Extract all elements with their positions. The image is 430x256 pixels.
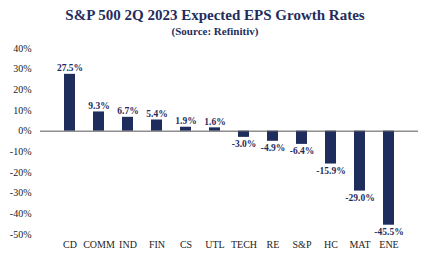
svg-text:TECH: TECH [231,239,257,250]
svg-text:FIN: FIN [149,239,165,250]
svg-text:-40%: -40% [10,208,32,219]
svg-text:CD: CD [63,239,77,250]
svg-text:1.6%: 1.6% [204,117,225,127]
svg-text:CS: CS [180,239,192,250]
svg-text:IND: IND [119,239,137,250]
svg-text:-3.0%: -3.0% [232,139,257,149]
svg-text:0%: 0% [18,125,31,136]
svg-text:20%: 20% [13,84,31,95]
svg-text:27.5%: 27.5% [57,63,83,73]
svg-text:HC: HC [324,239,338,250]
svg-text:RE: RE [267,239,280,250]
svg-text:UTL: UTL [205,239,224,250]
svg-text:5.4%: 5.4% [146,109,167,119]
svg-text:MAT: MAT [349,239,370,250]
svg-text:-4.9%: -4.9% [261,143,286,153]
svg-text:-29.0%: -29.0% [345,193,374,203]
svg-text:-10%: -10% [10,146,32,157]
svg-text:-50%: -50% [10,229,32,240]
svg-text:-20%: -20% [10,167,32,178]
html-text:(Source: Refinitiv): (Source: Refinitiv) [171,25,259,37]
svg-text:-15.9%: -15.9% [316,166,345,176]
svg-text:ENE: ENE [379,239,398,250]
svg-text:-30%: -30% [10,187,32,198]
svg-text:-45.5%: -45.5% [374,227,403,237]
svg-text:40%: 40% [13,43,31,54]
svg-text:1.9%: 1.9% [175,116,196,126]
svg-text:6.7%: 6.7% [117,106,138,116]
svg-text:30%: 30% [13,63,31,74]
svg-text:COMM: COMM [83,239,115,250]
svg-text:10%: 10% [13,105,31,116]
svg-text:S&P: S&P [293,239,312,250]
svg-text:-6.4%: -6.4% [290,146,315,156]
html-text:S&P 500 2Q 2023 Expected EPS G: S&P 500 2Q 2023 Expected EPS Growth Rate… [65,7,365,23]
svg-text:9.3%: 9.3% [88,101,109,111]
